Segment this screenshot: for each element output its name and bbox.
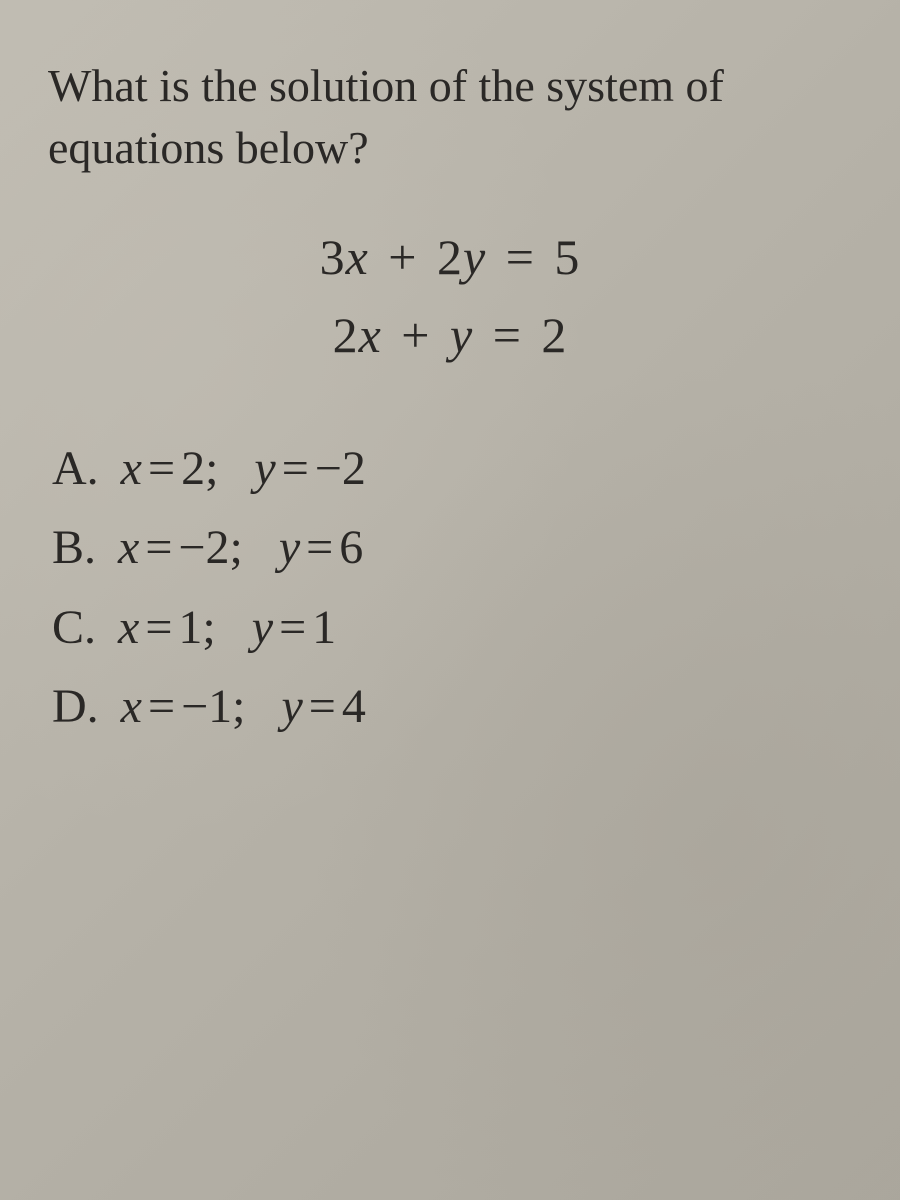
choice-a: A. x=2; y=−2 bbox=[52, 429, 852, 508]
choice-x-val: −1 bbox=[181, 680, 232, 733]
choice-y-val: 4 bbox=[342, 680, 366, 733]
choice-letter: B. bbox=[52, 521, 96, 574]
eq2-var-x: x bbox=[359, 307, 382, 363]
choice-var-y: y bbox=[252, 601, 273, 654]
equation-2: 2x + y = 2 bbox=[48, 297, 852, 375]
answer-choices: A. x=2; y=−2 B. x=−2; y=6 C. x=1; y=1 D.… bbox=[48, 429, 852, 746]
choice-x-val: −2 bbox=[178, 521, 229, 574]
choice-y-val: −2 bbox=[315, 442, 366, 495]
choice-y-val: 6 bbox=[339, 521, 363, 574]
equation-system: 3x + 2y = 5 2x + y = 2 bbox=[48, 219, 852, 374]
choice-var-y: y bbox=[279, 521, 300, 574]
eq2-eq: = bbox=[493, 307, 522, 363]
eq1-coef-y: 2 bbox=[437, 229, 463, 285]
eq2-coef-x: 2 bbox=[333, 307, 359, 363]
choice-var-x: x bbox=[118, 601, 139, 654]
equation-1: 3x + 2y = 5 bbox=[48, 219, 852, 297]
choice-var-x: x bbox=[121, 442, 142, 495]
choice-letter: C. bbox=[52, 601, 96, 654]
eq1-var-y: y bbox=[463, 229, 486, 285]
choice-var-y: y bbox=[281, 680, 302, 733]
choice-x-val: 2 bbox=[181, 442, 205, 495]
choice-d: D. x=−1; y=4 bbox=[52, 667, 852, 746]
eq1-rhs: 5 bbox=[554, 229, 580, 285]
eq2-rhs: 2 bbox=[541, 307, 567, 363]
question-text: What is the solution of the system of eq… bbox=[48, 55, 852, 179]
eq1-op: + bbox=[388, 229, 417, 285]
choice-letter: D. bbox=[52, 680, 99, 733]
choice-x-val: 1 bbox=[178, 601, 202, 654]
eq2-var-y: y bbox=[450, 307, 473, 363]
eq1-var-x: x bbox=[346, 229, 369, 285]
eq2-op: + bbox=[401, 307, 430, 363]
eq1-coef-x: 3 bbox=[320, 229, 346, 285]
choice-var-x: x bbox=[121, 680, 142, 733]
choice-b: B. x=−2; y=6 bbox=[52, 508, 852, 587]
eq1-eq: = bbox=[506, 229, 535, 285]
choice-y-val: 1 bbox=[312, 601, 336, 654]
choice-c: C. x=1; y=1 bbox=[52, 588, 852, 667]
choice-var-y: y bbox=[254, 442, 275, 495]
choice-letter: A. bbox=[52, 442, 99, 495]
choice-var-x: x bbox=[118, 521, 139, 574]
